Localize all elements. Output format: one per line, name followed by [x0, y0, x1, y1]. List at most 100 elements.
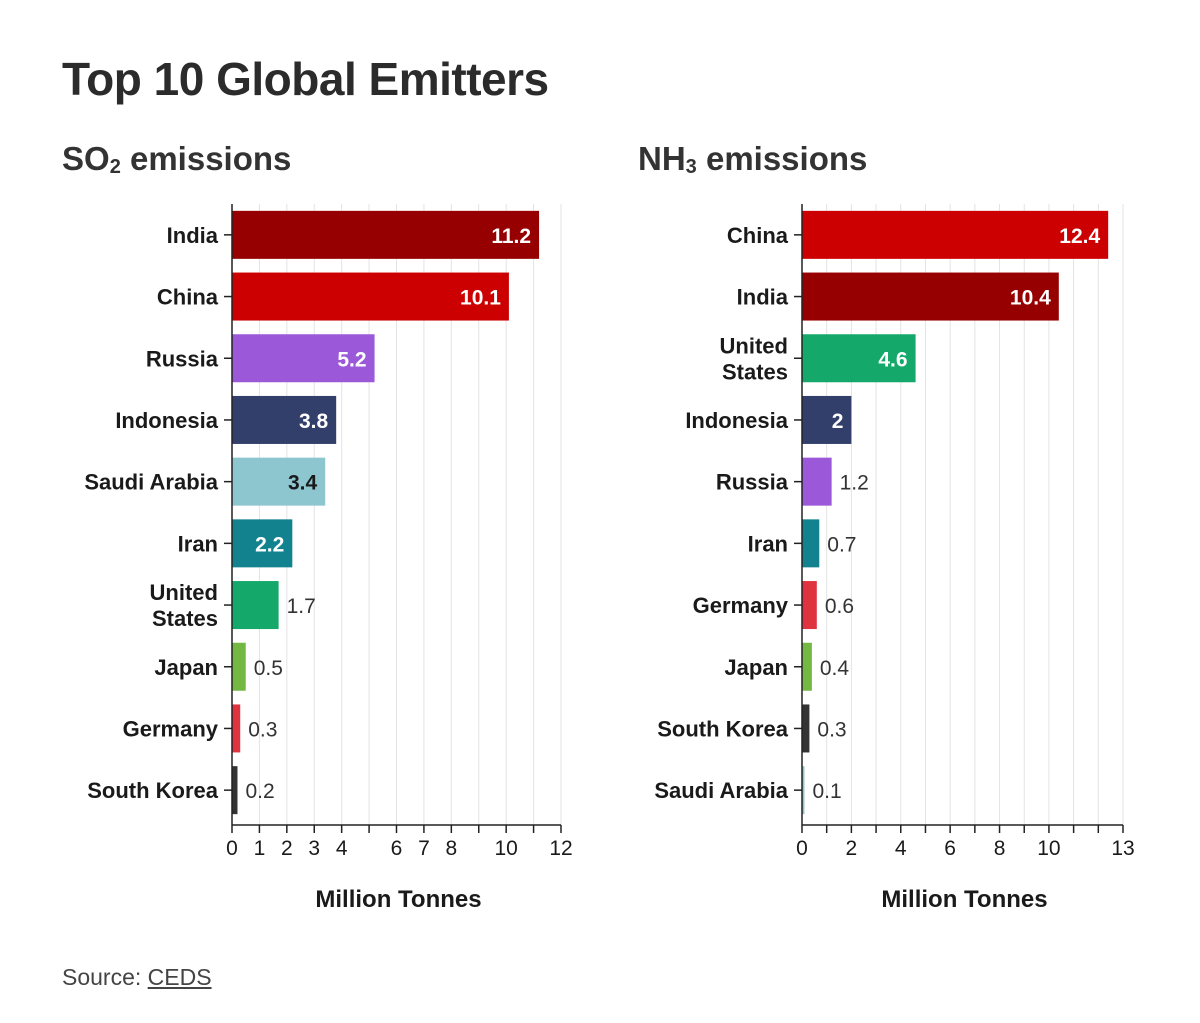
so2-x-tick-label: 6	[391, 837, 403, 860]
nh3-x-tick-label: 10	[1037, 837, 1060, 860]
so2-bar	[232, 457, 326, 506]
so2-category-label: Iran	[178, 531, 218, 556]
so2-title-rest: emissions	[120, 140, 292, 177]
nh3-value-label: 0.4	[820, 657, 850, 680]
so2-bar	[232, 210, 540, 259]
so2-chart-title: SO2 emissions	[62, 140, 291, 179]
nh3-value-label: 0.7	[827, 533, 856, 556]
so2-value-label: 0.5	[254, 657, 283, 680]
nh3-category-label: South Korea	[657, 716, 789, 741]
nh3-x-tick-label: 4	[895, 837, 907, 860]
nh3-category-label-line: China	[727, 223, 789, 248]
so2-title-main: SO	[62, 140, 110, 177]
nh3-x-tick-label: 8	[994, 837, 1006, 860]
nh3-category-label: Japan	[724, 655, 788, 680]
source-link[interactable]: CEDS	[147, 964, 212, 990]
nh3-category-label-line: United	[720, 333, 788, 358]
nh3-title-main: NH	[638, 140, 686, 177]
so2-bar	[232, 334, 375, 383]
nh3-value-label: 1.2	[840, 472, 869, 495]
nh3-x-tick-label: 6	[944, 837, 956, 860]
nh3-category-label-line: Indonesia	[685, 408, 788, 433]
nh3-category-label: Saudi Arabia	[654, 778, 788, 803]
so2-x-tick-label: 7	[418, 837, 430, 860]
nh3-category-label: United States	[720, 333, 788, 384]
so2-bar	[232, 519, 293, 568]
so2-category-label: United States	[150, 580, 218, 631]
so2-x-tick-label: 12	[549, 837, 572, 860]
nh3-category-label: Germany	[693, 593, 789, 618]
nh3-x-tick-label: 0	[796, 837, 808, 860]
nh3-bar-chart: China 12.4 India 10.4 United States 4.6 Indones…	[654, 204, 1135, 913]
so2-category-label: China	[157, 285, 219, 310]
so2-x-tick-label: 10	[494, 837, 517, 860]
nh3-x-axis-title: Million Tonnes	[881, 886, 1047, 913]
nh3-x-tick-label: 2	[846, 837, 858, 860]
so2-value-label: 10.1	[460, 287, 501, 310]
nh3-title-sub: 3	[685, 156, 697, 178]
nh3-bar	[802, 395, 852, 444]
nh3-value-label: 12.4	[1059, 225, 1100, 248]
so2-category-label-line: Saudi Arabia	[84, 470, 218, 495]
so2-category-label: Indonesia	[115, 408, 218, 433]
so2-bar	[232, 704, 241, 753]
nh3-value-label: 0.1	[812, 780, 841, 803]
so2-category-label-line: South Korea	[87, 778, 219, 803]
so2-value-label: 0.2	[245, 780, 274, 803]
nh3-category-label-line: South Korea	[657, 716, 789, 741]
nh3-category-label: Russia	[716, 470, 789, 495]
nh3-category-label-line: Iran	[748, 531, 788, 556]
so2-value-label: 11.2	[491, 225, 531, 248]
so2-bar	[232, 766, 238, 815]
so2-category-label: Russia	[146, 346, 219, 371]
nh3-bar	[802, 704, 810, 753]
nh3-bar	[802, 519, 820, 568]
so2-title-sub: 2	[109, 156, 121, 178]
nh3-category-label: India	[737, 285, 789, 310]
so2-bar	[232, 642, 246, 691]
so2-bar-chart: India 11.2 China 10.1 Russia 5.2 Indonesia 3.8 S…	[84, 204, 573, 913]
so2-category-label-line: Japan	[154, 655, 218, 680]
nh3-bar	[802, 457, 832, 506]
so2-x-tick-label: 8	[445, 837, 457, 860]
nh3-category-label-line: States	[722, 359, 788, 384]
so2-category-label: Saudi Arabia	[84, 470, 218, 495]
so2-bar	[232, 272, 509, 321]
so2-category-label-line: Russia	[146, 346, 219, 371]
nh3-chart-title: NH3 emissions	[638, 140, 867, 179]
so2-category-label: India	[167, 223, 219, 248]
so2-category-label: Japan	[154, 655, 218, 680]
nh3-bar	[802, 210, 1109, 259]
nh3-value-label: 0.3	[817, 718, 846, 741]
so2-value-label: 3.4	[288, 472, 318, 495]
nh3-category-label: Iran	[748, 531, 788, 556]
so2-category-label-line: India	[167, 223, 219, 248]
nh3-x-tick-label: 13	[1111, 837, 1134, 860]
nh3-value-label: 2	[832, 410, 844, 433]
so2-x-axis-title: Million Tonnes	[315, 886, 481, 913]
nh3-value-label: 10.4	[1010, 287, 1051, 310]
so2-category-label-line: States	[152, 606, 218, 631]
so2-x-tick-label: 4	[336, 837, 348, 860]
nh3-category-label-line: Russia	[716, 470, 789, 495]
page-title: Top 10 Global Emitters	[62, 53, 549, 105]
so2-category-label: Germany	[123, 716, 219, 741]
so2-bar	[232, 581, 279, 630]
source-label: Source:	[62, 964, 148, 990]
nh3-title-rest: emissions	[696, 140, 868, 177]
nh3-bar	[802, 334, 916, 383]
nh3-bar	[802, 766, 805, 815]
nh3-bar	[802, 642, 812, 691]
so2-value-label: 0.3	[248, 718, 277, 741]
so2-value-label: 1.7	[287, 595, 316, 618]
so2-x-tick-label: 1	[254, 837, 266, 860]
nh3-value-label: 0.6	[825, 595, 854, 618]
nh3-category-label-line: Japan	[724, 655, 788, 680]
so2-category-label-line: Iran	[178, 531, 218, 556]
source-note: Source: CEDS	[62, 964, 212, 991]
nh3-category-label: Indonesia	[685, 408, 788, 433]
so2-x-tick-label: 3	[308, 837, 320, 860]
so2-bar	[232, 395, 337, 444]
nh3-category-label-line: India	[737, 285, 789, 310]
so2-category-label-line: Indonesia	[115, 408, 218, 433]
